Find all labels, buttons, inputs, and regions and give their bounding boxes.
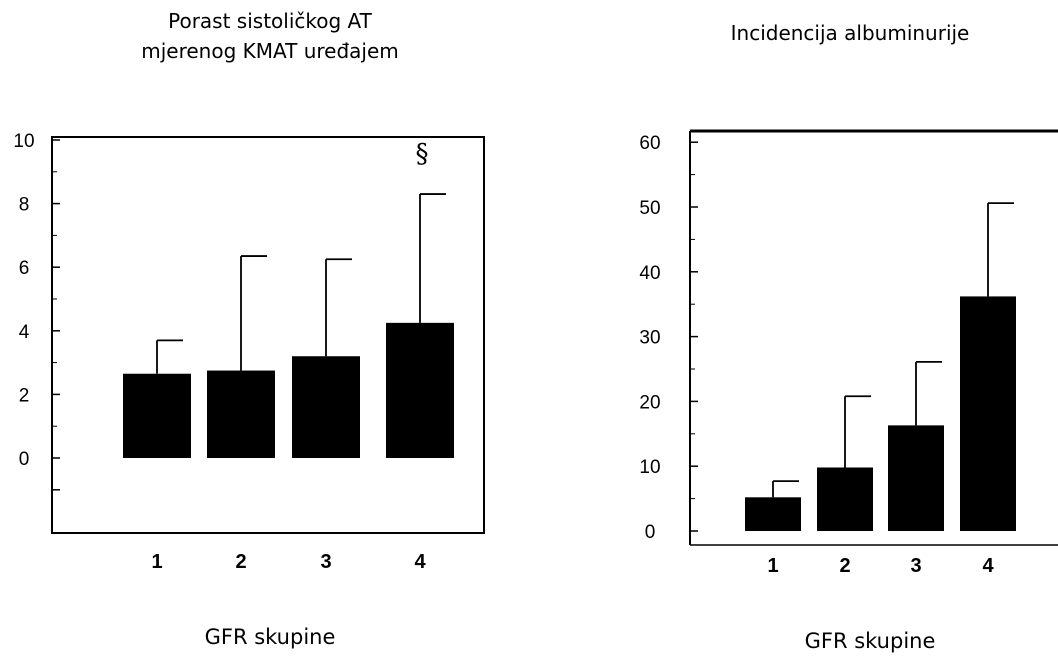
chart1-y-tick-label: 0 [19,449,30,470]
chart1-bar-1 [123,373,191,458]
chart1-annotation: § [416,139,429,169]
chart1-x-tick-label: 4 [414,551,426,573]
chart2-x-tick-label: 1 [767,555,778,577]
chart1-y-tick-label: 10 [13,131,34,152]
chart2-y-tick-label: 50 [639,198,660,219]
chart1-y-tick-label: 6 [19,258,30,279]
chart1-y-tick-label: 8 [19,195,30,216]
chart1-x-tick-label: 3 [320,551,331,573]
chart2-x-axis-title: GFR skupine [804,629,936,653]
chart2-y-tick-label: 10 [639,457,660,478]
chart2-y-tick-label: 30 [639,328,660,349]
chart2-x-tick-label: 2 [839,555,850,577]
chart2-y-tick-label: 40 [639,263,660,284]
chart1-bar-4 [386,322,454,458]
chart2-bar-3 [888,425,944,531]
chart1-bar-3 [292,356,360,458]
chart2-x-tick-label: 4 [982,555,994,577]
chart2-bar-1 [745,497,801,531]
chart2-title: Incidencija albuminurije [730,21,970,45]
chart1-y-tick-label: 4 [19,322,30,343]
chart1-frame [51,136,485,534]
chart1-y-tick-label: 2 [19,385,30,406]
chart1-title: Porast sistoličkog AT mjerenog KMAT uređ… [141,9,399,63]
chart2-bar-2 [817,467,873,531]
chart2-y-tick-label: 0 [645,522,656,543]
chart2-bar-4 [960,296,1016,531]
chart1-bar-2 [207,370,275,458]
chart2-y-tick-label: 60 [639,133,660,154]
chart1-x-tick-label: 1 [151,551,162,573]
chart1-x-tick-label: 2 [235,551,246,573]
chart1-x-axis-title: GFR skupine [204,625,336,649]
chart2-x-tick-label: 3 [910,555,921,577]
chart2-y-tick-label: 20 [639,392,660,413]
